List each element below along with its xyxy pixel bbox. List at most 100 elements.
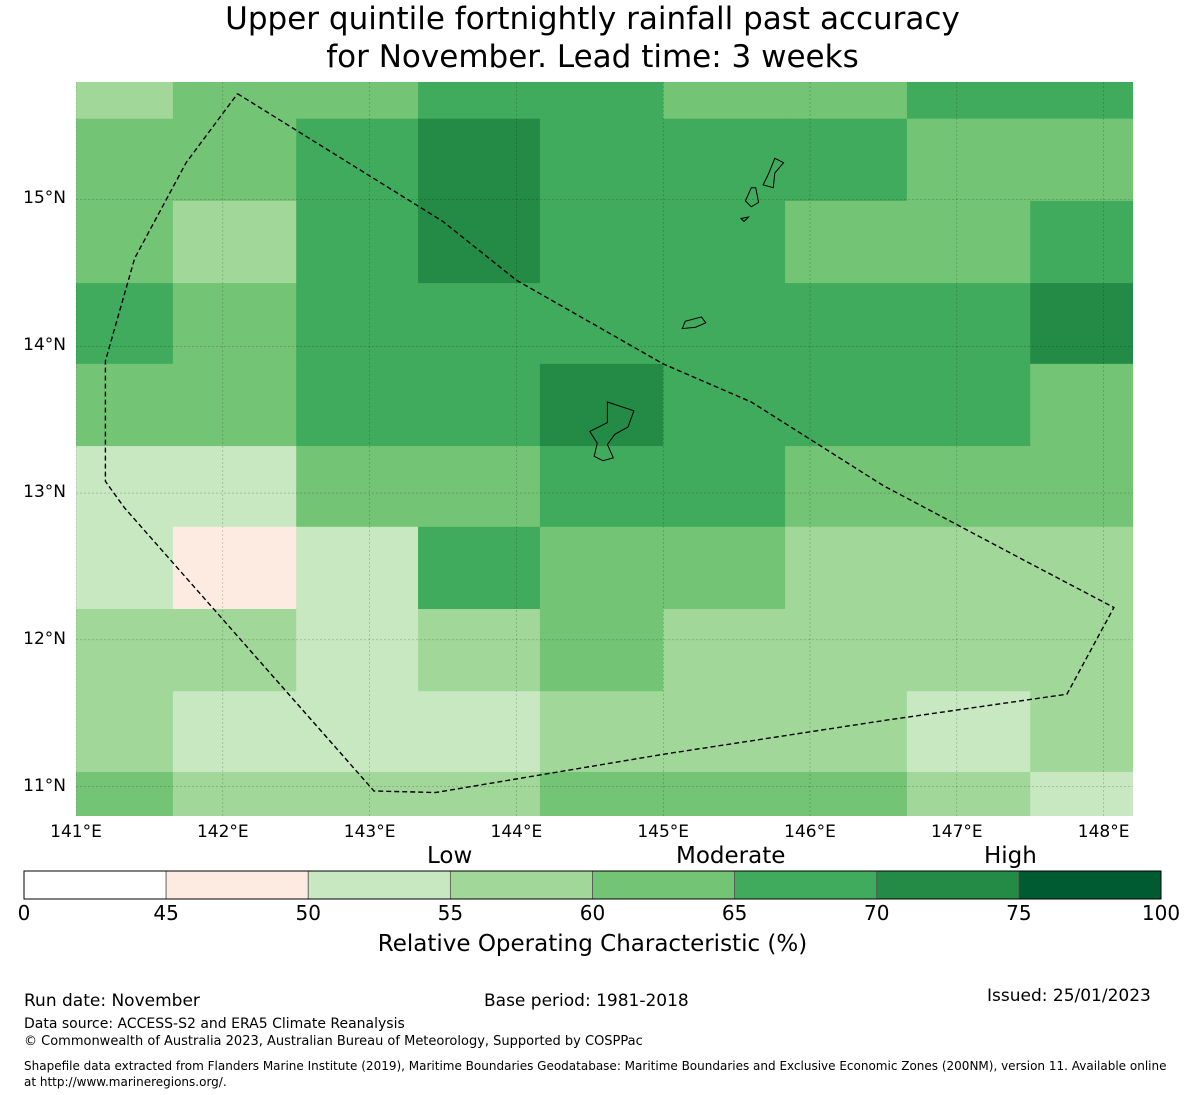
grid-cell xyxy=(663,82,786,120)
grid-cell xyxy=(663,609,786,692)
grid-cell xyxy=(1030,118,1133,202)
colorbar-label: Relative Operating Characteristic (%) xyxy=(377,931,808,957)
grid-cell xyxy=(785,609,908,692)
grid-cell xyxy=(296,363,419,447)
grid-cell xyxy=(418,200,541,284)
colorbar-segment xyxy=(1018,870,1162,900)
grid-cell xyxy=(663,526,786,610)
grid-cell xyxy=(539,609,664,692)
grid-cell xyxy=(906,82,1031,120)
grid-cell xyxy=(296,771,419,816)
grid-cell xyxy=(418,446,541,528)
grid-cell xyxy=(76,82,174,120)
grid-cell xyxy=(785,446,908,528)
grid-cell xyxy=(172,771,297,816)
colorbar-tick-label: 100 xyxy=(1141,901,1181,925)
grid-cell xyxy=(172,446,297,528)
grid-cell xyxy=(172,526,297,610)
grid-cell xyxy=(663,200,786,284)
lon-tick-label: 146°E xyxy=(784,822,836,842)
grid-cell xyxy=(418,526,541,610)
category-low: Low xyxy=(427,843,473,869)
grid-cell xyxy=(539,283,664,365)
grid-cell xyxy=(906,118,1031,202)
grid-cell xyxy=(76,283,174,365)
lat-tick-label: 15°N xyxy=(23,188,66,209)
grid-cell xyxy=(663,771,786,816)
grid-cell xyxy=(906,446,1031,528)
grid-cell xyxy=(539,200,664,284)
lon-tick-label: 148°E xyxy=(1077,822,1130,842)
grid-cell xyxy=(1030,609,1133,692)
chart-title: Upper quintile fortnightly rainfall past… xyxy=(0,0,1185,76)
island-outline xyxy=(762,157,785,189)
grid-cell xyxy=(418,283,541,365)
grid-cell xyxy=(296,691,419,773)
colorbar-tick-label: 70 xyxy=(864,901,890,925)
data-source: Data source: ACCESS-S2 and ERA5 Climate … xyxy=(24,1016,405,1032)
eez-boundary xyxy=(104,93,1115,794)
island-outline xyxy=(589,401,635,462)
grid-cell xyxy=(785,691,908,773)
grid-cell xyxy=(663,283,786,365)
grid-cell xyxy=(1030,82,1133,120)
lon-tick-label: 144°E xyxy=(490,822,543,842)
grid-cell xyxy=(663,446,786,528)
grid-cell xyxy=(1030,691,1133,773)
colorbar-segment xyxy=(165,870,309,900)
grid-cell xyxy=(76,691,174,773)
grid-cell xyxy=(906,526,1031,610)
grid-cell xyxy=(663,363,786,447)
grid-cell xyxy=(418,82,541,120)
grid-cell xyxy=(172,363,297,447)
colorbar-segment xyxy=(449,870,593,900)
grid-cell xyxy=(906,691,1031,773)
grid-cell xyxy=(785,363,908,447)
grid-cell xyxy=(296,82,419,120)
lon-tick-label: 142°E xyxy=(196,822,249,842)
grid-cell xyxy=(1030,771,1133,816)
grid-cell xyxy=(906,771,1031,816)
grid-cell xyxy=(76,526,174,610)
colorbar xyxy=(23,870,1162,900)
grid-cell xyxy=(76,118,174,202)
island-outline xyxy=(744,187,760,208)
grid-cell xyxy=(76,609,174,692)
colorbar-tick-label: 55 xyxy=(437,901,464,925)
grid-cell xyxy=(1030,283,1133,365)
lon-tick-label: 143°E xyxy=(343,822,396,842)
grid-cell xyxy=(296,526,419,610)
colorbar-segment xyxy=(734,870,878,900)
grid-cell xyxy=(1030,526,1133,610)
grid-cell xyxy=(172,118,297,202)
grid-cell xyxy=(906,363,1031,447)
run-date: Run date: November xyxy=(24,991,200,1011)
issued-date: Issued: 25/01/2023 xyxy=(987,986,1151,1006)
colorbar-tick-label: 45 xyxy=(153,901,179,925)
copyright: © Commonwealth of Australia 2023, Austra… xyxy=(24,1034,643,1049)
grid-cell xyxy=(172,283,297,365)
grid-cell xyxy=(785,771,908,816)
island-outline xyxy=(681,316,707,330)
colorbar-frame xyxy=(23,870,1162,900)
grid-cell xyxy=(296,283,419,365)
colorbar-segment xyxy=(592,870,736,900)
grid-cell xyxy=(785,82,908,120)
grid-cell xyxy=(172,691,297,773)
grid-cell xyxy=(785,283,908,365)
category-moderate: Moderate xyxy=(676,843,786,869)
grid-cell xyxy=(785,200,908,284)
lon-tick-label: 147°E xyxy=(930,822,983,842)
colorbar-tick-label: 75 xyxy=(1006,901,1032,925)
lat-tick-label: 13°N xyxy=(23,482,66,503)
grid-cell xyxy=(76,363,174,447)
category-high: High xyxy=(984,843,1037,869)
colorbar-tick-label: 50 xyxy=(295,901,321,925)
grid-cell xyxy=(906,200,1031,284)
grid-cell xyxy=(785,526,908,610)
grid-cell xyxy=(539,771,664,816)
grid-cell xyxy=(418,118,541,202)
grid-cell xyxy=(539,82,664,120)
grid-cell xyxy=(1030,446,1133,528)
roc-map xyxy=(76,82,1133,816)
